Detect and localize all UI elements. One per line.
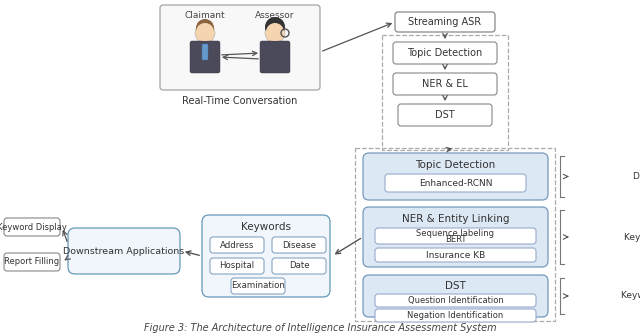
FancyBboxPatch shape	[375, 248, 536, 262]
Text: Figure 3: The Architecture of Intelligence Insurance Assessment System: Figure 3: The Architecture of Intelligen…	[144, 323, 496, 333]
Bar	[382, 35, 508, 150]
FancyBboxPatch shape	[4, 253, 60, 271]
Text: Keyword Display: Keyword Display	[0, 222, 67, 231]
Text: BERT: BERT	[445, 236, 466, 245]
Text: Disease: Disease	[282, 241, 316, 250]
FancyBboxPatch shape	[393, 42, 497, 64]
Text: Topic Detection: Topic Detection	[408, 48, 483, 58]
Text: Question Identification: Question Identification	[408, 296, 504, 305]
Circle shape	[266, 23, 284, 41]
FancyBboxPatch shape	[393, 73, 497, 95]
FancyBboxPatch shape	[385, 174, 526, 192]
Text: Address: Address	[220, 241, 254, 250]
Text: NER & EL: NER & EL	[422, 79, 468, 89]
Text: Hospital: Hospital	[220, 262, 255, 270]
Text: Enhanced-RCNN: Enhanced-RCNN	[419, 179, 492, 188]
Text: DST: DST	[435, 110, 455, 120]
FancyBboxPatch shape	[398, 104, 492, 126]
Text: Insurance KB: Insurance KB	[426, 251, 485, 260]
FancyBboxPatch shape	[231, 278, 285, 294]
FancyBboxPatch shape	[375, 309, 536, 322]
Text: Downstream Applications: Downstream Applications	[63, 247, 184, 256]
FancyBboxPatch shape	[202, 215, 330, 297]
Text: Streaming ASR: Streaming ASR	[408, 17, 481, 27]
FancyBboxPatch shape	[210, 258, 264, 274]
Text: Examination: Examination	[231, 281, 285, 290]
FancyBboxPatch shape	[272, 258, 326, 274]
FancyBboxPatch shape	[68, 228, 180, 274]
Text: Topic Detection: Topic Detection	[415, 160, 495, 170]
FancyBboxPatch shape	[4, 218, 60, 236]
Text: Negation Identification: Negation Identification	[408, 311, 504, 320]
Text: Keyword Extraction: Keyword Extraction	[624, 232, 640, 242]
Text: Dialogue Segmentation: Dialogue Segmentation	[633, 172, 640, 181]
FancyBboxPatch shape	[375, 294, 536, 307]
Circle shape	[265, 17, 285, 37]
Circle shape	[265, 23, 285, 43]
FancyBboxPatch shape	[210, 237, 264, 253]
Text: DST: DST	[445, 281, 466, 291]
Text: Sequence labeling: Sequence labeling	[417, 229, 495, 238]
Bar	[355, 148, 555, 321]
Circle shape	[196, 23, 214, 41]
Text: Assessor: Assessor	[255, 10, 295, 19]
FancyBboxPatch shape	[363, 153, 548, 200]
Text: Keywords: Keywords	[241, 222, 291, 232]
FancyBboxPatch shape	[202, 44, 208, 60]
Text: NER & Entity Linking: NER & Entity Linking	[402, 214, 509, 224]
Circle shape	[195, 23, 215, 43]
Text: Date: Date	[289, 262, 309, 270]
FancyBboxPatch shape	[190, 41, 220, 73]
FancyBboxPatch shape	[395, 12, 495, 32]
FancyBboxPatch shape	[375, 228, 536, 244]
FancyBboxPatch shape	[260, 41, 290, 73]
Text: Report Filling: Report Filling	[4, 258, 60, 267]
Text: Keyword Filtering: Keyword Filtering	[621, 291, 640, 300]
Circle shape	[196, 19, 214, 37]
Text: Claimant: Claimant	[185, 10, 225, 19]
FancyBboxPatch shape	[363, 207, 548, 267]
FancyBboxPatch shape	[272, 237, 326, 253]
Text: Real-Time Conversation: Real-Time Conversation	[182, 96, 298, 106]
FancyBboxPatch shape	[363, 275, 548, 317]
FancyBboxPatch shape	[160, 5, 320, 90]
